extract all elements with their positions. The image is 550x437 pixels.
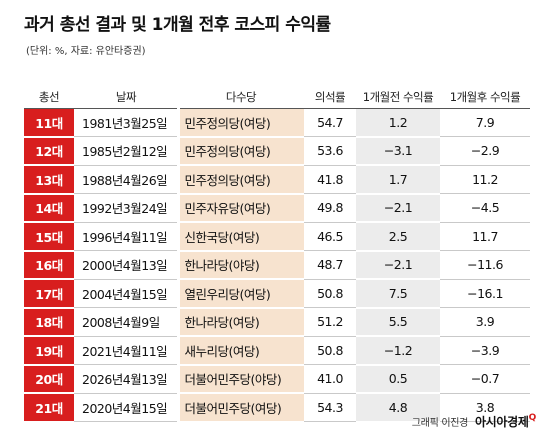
seat-cell: 50.8 [304, 336, 356, 365]
date-cell: 2004년4월15일 [74, 279, 178, 308]
page-subtitle: (단위: %, 자료: 유안타증권) [26, 46, 146, 57]
party-cell: 더불어민주당(여당) [176, 393, 304, 423]
after-return-cell: −2.9 [440, 136, 530, 166]
seat-cell: 50.8 [304, 279, 356, 308]
date-cell: 2020년4월15일 [74, 393, 178, 422]
table-header-row: 총선 날짜 다수당 의석률 1개월전 수익률 1개월후 수익률 [24, 86, 530, 109]
date-cell: 2000년4월13일 [74, 250, 178, 280]
seat-cell: 49.8 [304, 193, 356, 223]
table-row: 15대 1996년4월11일 신한국당(여당) 46.5 2.5 11.7 [24, 222, 530, 252]
graphic-credit: 그래픽 이진경 [411, 418, 469, 429]
party-cell: 더불어민주당(야당) [176, 364, 304, 394]
term-cell: 21대 [24, 393, 74, 423]
seat-cell: 46.5 [304, 222, 356, 251]
column-header-term: 총선 [24, 86, 74, 109]
term-cell: 13대 [24, 165, 74, 195]
seat-cell: 53.6 [304, 136, 356, 166]
before-return-cell: 0.5 [356, 364, 440, 394]
term-cell: 16대 [24, 250, 74, 280]
after-return-cell: 11.7 [440, 222, 530, 251]
table-row: 18대 2008년4월9일 한나라당(여당) 51.2 5.5 3.9 [24, 307, 530, 337]
table-row: 11대 1981년3월25일 민주정의당(여당) 54.7 1.2 7.9 [24, 108, 530, 138]
publisher-name: 아시아경제 [474, 415, 529, 429]
date-cell: 1992년3월24일 [74, 193, 178, 223]
seat-cell: 41.8 [304, 165, 356, 194]
column-header-date: 날짜 [74, 86, 178, 109]
after-return-cell: −16.1 [440, 279, 530, 308]
before-return-cell: 1.2 [356, 108, 440, 138]
publisher-logo: 아시아경제Q [474, 413, 537, 429]
before-return-cell: −1.2 [356, 336, 440, 366]
date-cell: 1988년4월26일 [74, 165, 178, 194]
term-cell: 14대 [24, 193, 74, 223]
column-header-before: 1개월전 수익률 [356, 86, 440, 109]
after-return-cell: −4.5 [440, 193, 530, 223]
table-row: 16대 2000년4월13일 한나라당(야당) 48.7 −2.1 −11.6 [24, 250, 530, 280]
before-return-cell: −2.1 [356, 250, 440, 280]
date-cell: 1996년4월11일 [74, 222, 178, 251]
seat-cell: 48.7 [304, 250, 356, 280]
party-cell: 민주정의당(여당) [176, 165, 304, 195]
after-return-cell: 3.8 [440, 393, 530, 422]
table-row: 20대 2026년4월13일 더불어민주당(야당) 41.0 0.5 −0.7 [24, 364, 530, 394]
term-cell: 12대 [24, 136, 74, 166]
election-table: 총선 날짜 다수당 의석률 1개월전 수익률 1개월후 수익률 11대 1981… [24, 86, 530, 423]
party-cell: 한나라당(야당) [176, 250, 304, 280]
after-return-cell: −3.9 [440, 336, 530, 365]
party-cell: 민주자유당(여당) [176, 193, 304, 223]
before-return-cell: 5.5 [356, 307, 440, 337]
party-cell: 민주정의당(여당) [176, 108, 304, 138]
before-return-cell: −2.1 [356, 193, 440, 223]
after-return-cell: −0.7 [440, 364, 530, 394]
term-cell: 20대 [24, 364, 74, 394]
party-cell: 민주정의당(여당) [176, 136, 304, 166]
before-return-cell: 7.5 [356, 279, 440, 309]
before-return-cell: 1.7 [356, 165, 440, 195]
term-cell: 15대 [24, 222, 74, 252]
publisher-logo-mark: Q [528, 413, 537, 423]
table-row: 14대 1992년3월24일 민주자유당(여당) 49.8 −2.1 −4.5 [24, 193, 530, 223]
after-return-cell: 7.9 [440, 108, 530, 137]
term-cell: 17대 [24, 279, 74, 309]
after-return-cell: 3.9 [440, 307, 530, 337]
party-cell: 새누리당(여당) [176, 336, 304, 366]
footer-credit: 그래픽 이진경 아시아경제Q [411, 413, 537, 430]
column-header-seat: 의석률 [304, 86, 356, 109]
table-row: 19대 2021년4월11일 새누리당(여당) 50.8 −1.2 −3.9 [24, 336, 530, 366]
seat-cell: 54.7 [304, 108, 356, 137]
term-cell: 11대 [24, 108, 74, 138]
date-cell: 2008년4월9일 [74, 307, 178, 337]
party-cell: 한나라당(여당) [176, 307, 304, 337]
before-return-cell: 2.5 [356, 222, 440, 252]
table-row: 21대 2020년4월15일 더불어민주당(여당) 54.3 4.8 3.8 [24, 393, 530, 423]
column-header-after: 1개월후 수익률 [440, 86, 530, 109]
page-title: 과거 총선 결과 및 1개월 전후 코스피 수익률 [24, 15, 331, 35]
date-cell: 1981년3월25일 [74, 108, 178, 137]
party-cell: 신한국당(여당) [176, 222, 304, 252]
after-return-cell: −11.6 [440, 250, 530, 280]
after-return-cell: 11.2 [440, 165, 530, 194]
seat-cell: 41.0 [304, 364, 356, 394]
party-cell: 열린우리당(여당) [176, 279, 304, 309]
date-cell: 2021년4월11일 [74, 336, 178, 365]
date-cell: 1985년2월12일 [74, 136, 178, 166]
table-row: 13대 1988년4월26일 민주정의당(여당) 41.8 1.7 11.2 [24, 165, 530, 195]
column-header-party: 다수당 [178, 86, 304, 109]
before-return-cell: −3.1 [356, 136, 440, 166]
term-cell: 18대 [24, 307, 74, 337]
seat-cell: 51.2 [304, 307, 356, 337]
before-return-cell: 4.8 [356, 393, 440, 423]
table-row: 17대 2004년4월15일 열린우리당(여당) 50.8 7.5 −16.1 [24, 279, 530, 309]
table-row: 12대 1985년2월12일 민주정의당(여당) 53.6 −3.1 −2.9 [24, 136, 530, 166]
date-cell: 2026년4월13일 [74, 364, 178, 394]
term-cell: 19대 [24, 336, 74, 366]
seat-cell: 54.3 [304, 393, 356, 422]
